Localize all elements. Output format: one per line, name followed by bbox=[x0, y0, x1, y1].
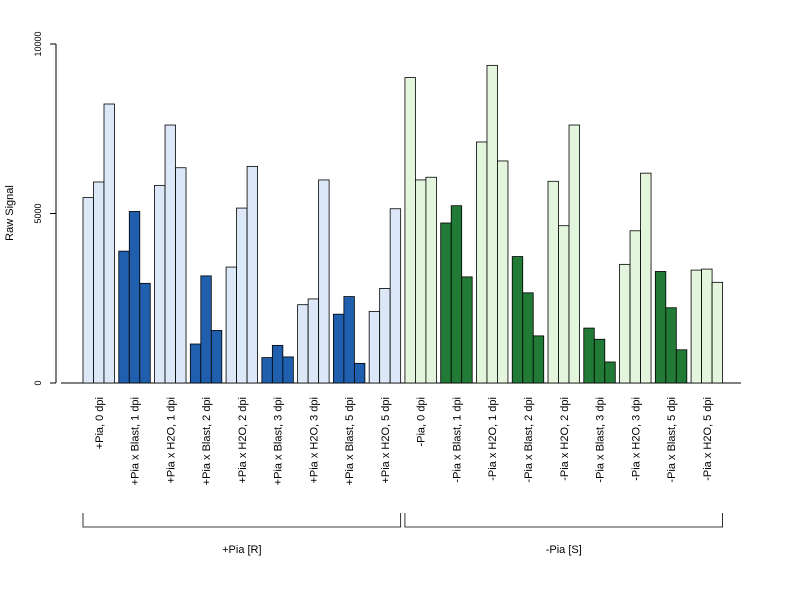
category-label: -Pia x Blast, 1 dpi bbox=[451, 397, 463, 483]
category-label: -Pia x H2O, 2 dpi bbox=[559, 397, 571, 481]
bar bbox=[261, 357, 273, 384]
y-tick-label: 0 bbox=[33, 380, 43, 385]
bar bbox=[128, 211, 141, 384]
group-label: -Pia [S] bbox=[546, 544, 582, 556]
bar bbox=[425, 176, 437, 384]
bar bbox=[379, 288, 391, 384]
bar bbox=[532, 335, 545, 384]
bar bbox=[210, 330, 223, 384]
bar bbox=[93, 181, 105, 384]
y-tick-label: 10000 bbox=[33, 31, 43, 56]
bar bbox=[307, 298, 320, 384]
category-label: -Pia x H2O, 1 dpi bbox=[487, 397, 499, 481]
bar bbox=[701, 268, 713, 384]
bar bbox=[604, 361, 616, 384]
bar bbox=[154, 184, 166, 384]
group-bracket bbox=[404, 513, 723, 528]
bar bbox=[440, 222, 452, 384]
bar bbox=[368, 311, 381, 384]
bar bbox=[389, 208, 402, 384]
bar bbox=[82, 197, 94, 384]
bar bbox=[332, 313, 345, 384]
category-label: +Pia x H2O, 1 dpi bbox=[165, 397, 177, 484]
bar bbox=[318, 179, 330, 384]
category-label: +Pia x Blast, 2 dpi bbox=[201, 397, 213, 485]
bar bbox=[225, 266, 237, 384]
bar bbox=[404, 77, 416, 384]
group-brackets: +Pia [R] -Pia [S] bbox=[82, 513, 723, 556]
group-label: +Pia [R] bbox=[222, 544, 261, 556]
bar bbox=[189, 343, 202, 384]
category-label: -Pia x H2O, 3 dpi bbox=[630, 397, 642, 481]
bar bbox=[103, 103, 115, 384]
category-label: +Pia, 0 dpi bbox=[94, 397, 106, 449]
bar bbox=[175, 167, 187, 384]
category-label: -Pia x H2O, 5 dpi bbox=[702, 397, 714, 481]
bar bbox=[450, 205, 463, 384]
bar bbox=[629, 230, 641, 384]
category-label: +Pia x H2O, 2 dpi bbox=[237, 397, 249, 484]
y-axis-title: Raw Signal bbox=[4, 185, 16, 241]
y-axis: 0 5000 10000 bbox=[33, 31, 57, 386]
bar bbox=[118, 250, 130, 384]
bar bbox=[486, 64, 498, 384]
bar bbox=[711, 281, 723, 384]
y-tick-label: 5000 bbox=[33, 203, 43, 223]
bar bbox=[353, 362, 366, 384]
bar bbox=[593, 338, 606, 384]
bar bbox=[583, 327, 595, 384]
bar bbox=[343, 296, 355, 384]
bar bbox=[297, 304, 309, 384]
bar bbox=[690, 269, 702, 384]
bar bbox=[200, 275, 212, 384]
bar bbox=[246, 165, 258, 384]
bar bbox=[139, 282, 151, 384]
bar bbox=[164, 124, 176, 384]
bar bbox=[271, 344, 284, 384]
group-bracket bbox=[82, 513, 402, 528]
bar bbox=[522, 292, 534, 384]
bar bbox=[236, 207, 248, 384]
bar bbox=[640, 172, 652, 384]
category-label: -Pia x Blast, 2 dpi bbox=[523, 397, 535, 483]
bars-layer bbox=[82, 64, 723, 384]
category-label: -Pia, 0 dpi bbox=[416, 397, 428, 447]
category-label: +Pia x H2O, 5 dpi bbox=[380, 397, 392, 484]
bar bbox=[547, 180, 559, 384]
bar bbox=[497, 160, 509, 384]
bar bbox=[568, 124, 580, 384]
bar bbox=[619, 263, 631, 384]
bar bbox=[511, 256, 524, 384]
bar bbox=[654, 271, 667, 384]
category-label: +Pia x Blast, 5 dpi bbox=[344, 397, 356, 485]
category-label: +Pia x Blast, 3 dpi bbox=[273, 397, 285, 485]
bar bbox=[461, 276, 473, 384]
category-label: -Pia x Blast, 3 dpi bbox=[595, 397, 607, 483]
category-label: +Pia x Blast, 1 dpi bbox=[130, 397, 142, 485]
bar bbox=[282, 356, 294, 384]
bar bbox=[476, 141, 488, 384]
bar bbox=[675, 349, 688, 384]
category-labels: +Pia, 0 dpi +Pia x Blast, 1 dpi +Pia x H2O… bbox=[94, 397, 714, 485]
category-label: +Pia x H2O, 3 dpi bbox=[308, 397, 320, 484]
bar bbox=[558, 225, 570, 384]
category-label: -Pia x Blast, 5 dpi bbox=[666, 397, 678, 483]
bar bbox=[415, 179, 427, 384]
bar bbox=[665, 307, 677, 384]
